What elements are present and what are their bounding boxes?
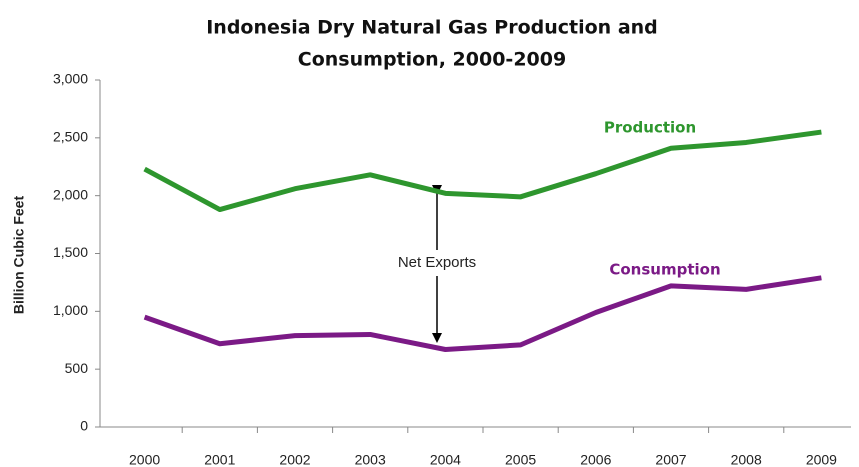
x-tick-label: 2001: [204, 452, 235, 467]
y-tick-label: 2,500: [53, 129, 88, 145]
x-tick-label: 2004: [430, 452, 461, 467]
x-tick-label: 2002: [279, 452, 310, 467]
y-tick-label: 1,500: [53, 244, 88, 260]
x-tick-label: 2005: [505, 452, 536, 467]
series-line: [143, 129, 822, 213]
x-tick-label: 2008: [731, 452, 762, 467]
series-label: Production: [604, 119, 696, 137]
y-tick-label: 3,000: [53, 71, 88, 87]
y-tick-label: 2,000: [53, 186, 88, 202]
x-tick-label: 2006: [580, 452, 611, 467]
x-tick-label: 2007: [655, 452, 686, 467]
x-tick-label: 2009: [806, 452, 837, 467]
y-tick-label: 1,000: [53, 302, 88, 318]
y-tick-label: 0: [80, 418, 88, 434]
y-tick-label: 500: [65, 360, 89, 376]
y-axis-label: Billion Cubic Feet: [11, 196, 27, 315]
series-line: [143, 275, 822, 353]
chart-subtitle: Consumption, 2000-2009: [298, 49, 566, 71]
chart-title: Indonesia Dry Natural Gas Production and: [206, 17, 658, 39]
x-tick-label: 2000: [129, 452, 160, 467]
annotation: Net Exports: [398, 254, 476, 271]
series-label: Consumption: [609, 261, 720, 279]
annotation-bg: [380, 250, 494, 276]
x-tick-label: 2003: [355, 452, 386, 467]
